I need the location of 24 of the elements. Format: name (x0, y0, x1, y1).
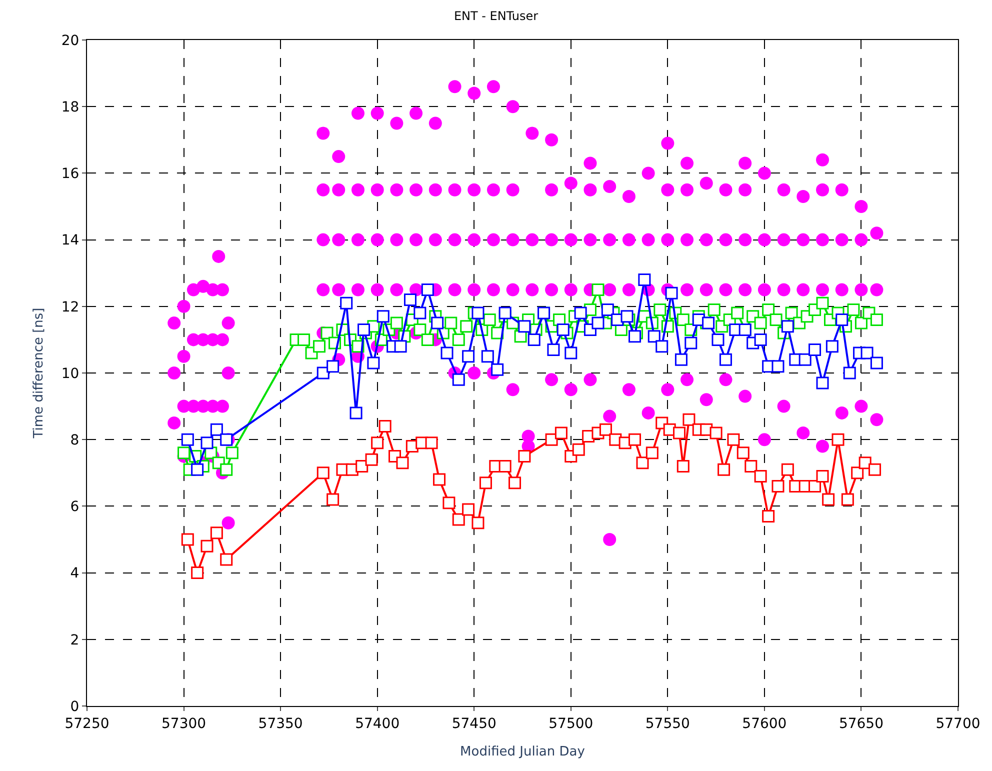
y-tick-label: 8 (70, 432, 80, 448)
x-tick-label: 57550 (645, 716, 690, 732)
y-tick-label: 10 (61, 366, 80, 382)
x-tick-label: 57400 (355, 716, 400, 732)
y-tick-label: 20 (61, 32, 80, 49)
x-tick-label: 57500 (548, 716, 594, 732)
x-tick-label: 57250 (64, 716, 110, 732)
x-tick-label: 57300 (162, 716, 206, 732)
y-tick-label: 0 (70, 698, 80, 715)
y-tick-label: 4 (70, 566, 80, 582)
x-tick-label: 57350 (258, 716, 303, 732)
y-tick-label: 12 (61, 299, 80, 316)
y-axis-title: Time difference [ns] (31, 308, 46, 440)
x-axis-title: Modified Julian Day (460, 744, 586, 760)
y-tick-label: 18 (61, 100, 80, 116)
y-tick-label: 14 (61, 232, 80, 249)
x-tick-label: 57650 (838, 716, 884, 732)
y-tick-label: 16 (61, 166, 80, 182)
x-tick-label: 57600 (742, 716, 787, 732)
x-tick-label: 57700 (936, 716, 980, 732)
chart-title: ENT - ENTuser (454, 8, 538, 23)
y-tick-label: 2 (70, 632, 80, 648)
y-tick-label: 6 (70, 499, 80, 516)
x-tick-label: 57450 (452, 716, 496, 732)
